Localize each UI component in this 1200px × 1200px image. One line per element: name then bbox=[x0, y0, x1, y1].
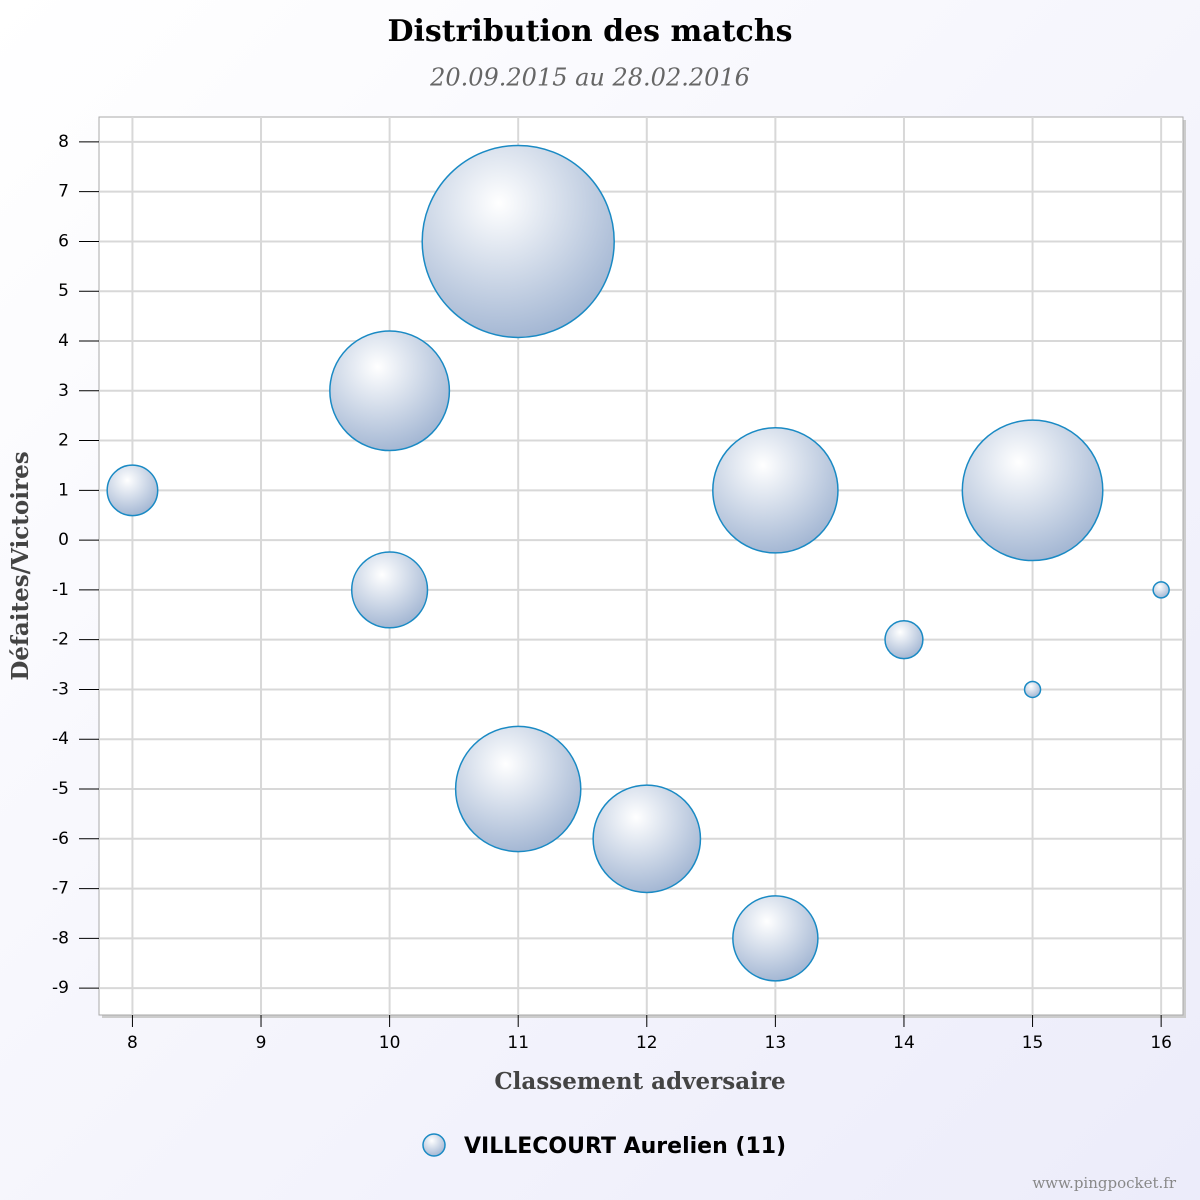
x-axis-title: Classement adversaire bbox=[494, 1068, 785, 1095]
bubble bbox=[350, 551, 429, 629]
chart-title: Distribution des matchs bbox=[387, 14, 792, 49]
x-tick-label: 10 bbox=[379, 1033, 401, 1053]
y-tick-label: -8 bbox=[52, 928, 69, 948]
x-tick-label: 8 bbox=[127, 1033, 138, 1053]
y-tick-label: 4 bbox=[58, 331, 69, 351]
credit: www.pingpocket.fr bbox=[1032, 1174, 1177, 1192]
y-tick-label: -5 bbox=[52, 779, 69, 799]
y-tick-label: -7 bbox=[52, 879, 69, 899]
y-axis-title: Défaites/Victoires bbox=[7, 451, 34, 680]
bubble bbox=[1152, 581, 1170, 599]
bubble bbox=[961, 419, 1104, 562]
x-tick-label: 11 bbox=[507, 1033, 529, 1053]
y-tick-label: 7 bbox=[58, 182, 69, 202]
y-tick-label: 0 bbox=[58, 530, 69, 550]
bubble bbox=[421, 144, 615, 339]
y-tick-label: 6 bbox=[58, 231, 69, 251]
bubble bbox=[329, 330, 451, 452]
bubble bbox=[1023, 680, 1042, 699]
y-tick-label: -9 bbox=[52, 978, 69, 998]
y-tick-label: 8 bbox=[58, 132, 69, 152]
y-tick-label: -2 bbox=[52, 630, 69, 650]
y-tick-label: 5 bbox=[58, 281, 69, 301]
y-tick-label: 3 bbox=[58, 381, 69, 401]
bubble bbox=[592, 784, 702, 894]
legend-label: VILLECOURT Aurelien (11) bbox=[464, 1134, 786, 1159]
y-tick-label: -6 bbox=[52, 829, 69, 849]
x-tick-label: 16 bbox=[1150, 1033, 1172, 1053]
y-tick-label: -3 bbox=[52, 679, 69, 699]
legend-symbol bbox=[422, 1133, 446, 1157]
x-tick-label: 12 bbox=[636, 1033, 658, 1053]
bubble bbox=[732, 895, 819, 982]
y-tick-label: 2 bbox=[58, 431, 69, 451]
bubble bbox=[454, 725, 582, 853]
x-tick-label: 13 bbox=[765, 1033, 787, 1053]
y-tick-label: 1 bbox=[58, 480, 69, 500]
bubble bbox=[884, 620, 924, 660]
chart-subtitle: 20.09.2015 au 28.02.2016 bbox=[429, 64, 750, 92]
y-tick-label: -1 bbox=[52, 580, 69, 600]
y-tick-label: -4 bbox=[52, 729, 69, 749]
x-tick-label: 9 bbox=[256, 1033, 267, 1053]
bubble bbox=[106, 464, 159, 517]
x-tick-label: 15 bbox=[1022, 1033, 1044, 1053]
x-tick-label: 14 bbox=[893, 1033, 915, 1053]
bubble bbox=[712, 427, 839, 554]
